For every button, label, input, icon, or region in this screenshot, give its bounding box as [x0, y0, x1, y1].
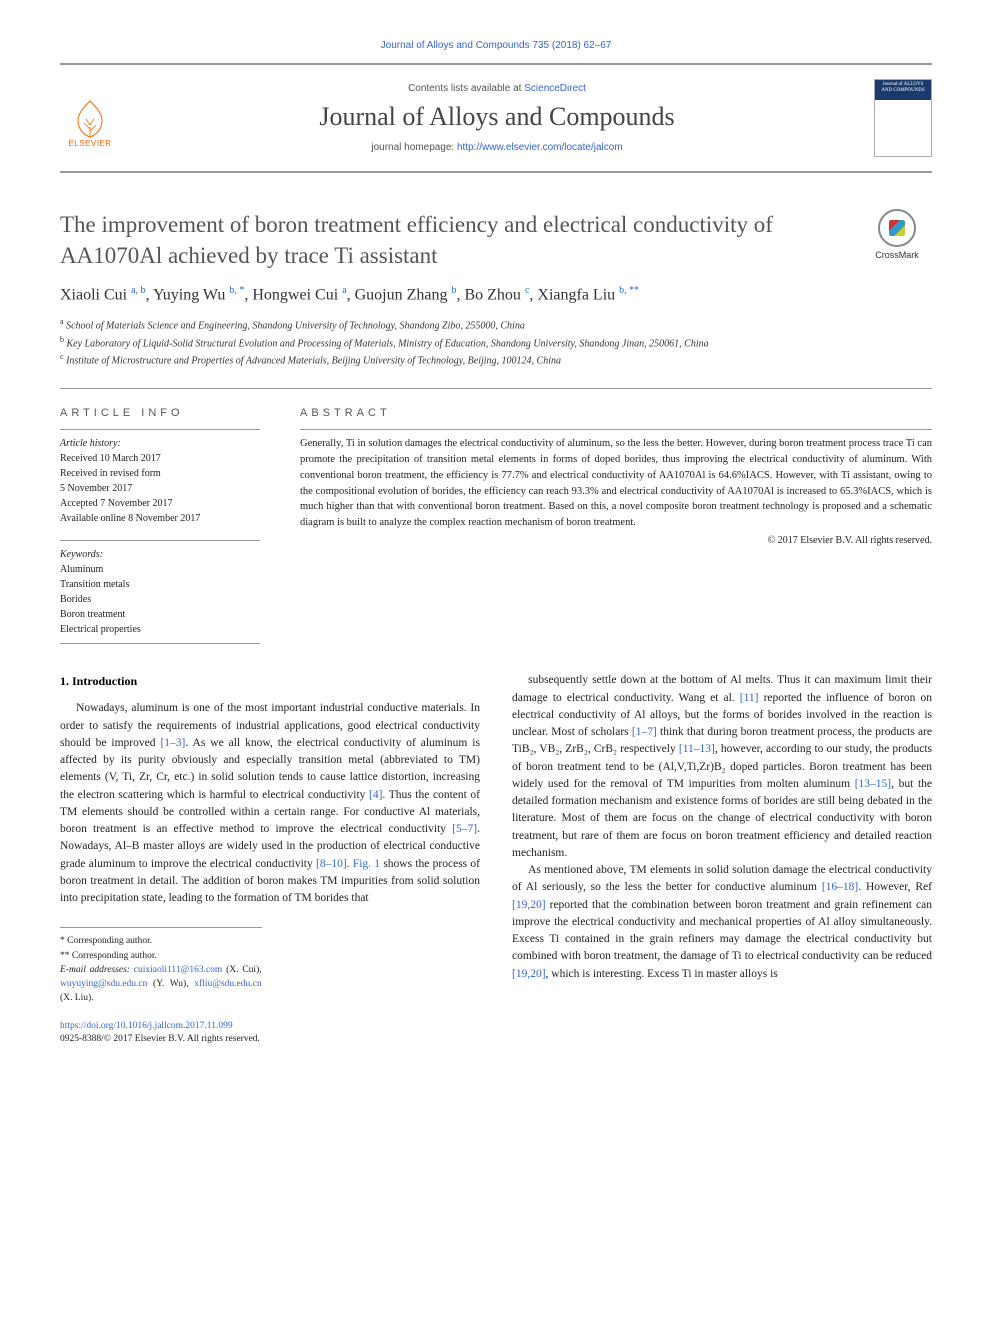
contents-prefix: Contents lists available at: [408, 83, 524, 94]
journal-header-box: ELSEVIER Contents lists available at Sci…: [60, 63, 932, 173]
article-history-lines: Received 10 March 2017Received in revise…: [60, 451, 260, 526]
crossmark-widget[interactable]: CrossMark: [862, 209, 932, 260]
keyword-item: Aluminum: [60, 562, 260, 577]
email-label: E-mail addresses:: [60, 965, 130, 975]
affiliation-b: b Key Laboratory of Liquid-Solid Structu…: [60, 334, 842, 351]
author-email-link[interactable]: cuixiaoli111@163.com: [134, 965, 223, 975]
article-info-column: article info Article history: Received 1…: [60, 407, 260, 644]
affiliation-a: a School of Materials Science and Engine…: [60, 316, 842, 333]
body-column-right: subsequently settle down at the bottom o…: [512, 672, 932, 1046]
keywords-lines: AluminumTransition metalsBoridesBoron tr…: [60, 562, 260, 637]
homepage-prefix: journal homepage:: [371, 142, 457, 153]
journal-header-center: Contents lists available at ScienceDirec…: [140, 83, 854, 153]
affiliation-c: c Institute of Microstructure and Proper…: [60, 351, 842, 368]
elsevier-tree-icon: [66, 99, 114, 139]
body-column-left: 1. Introduction Nowadays, aluminum is on…: [60, 672, 480, 1046]
section-1-heading: 1. Introduction: [60, 672, 480, 690]
journal-name: Journal of Alloys and Compounds: [140, 102, 854, 132]
keyword-item: Electrical properties: [60, 622, 260, 637]
author-email-link[interactable]: wuyuying@sdu.edu.cn: [60, 979, 147, 989]
info-abstract-row: article info Article history: Received 1…: [60, 388, 932, 644]
history-line: Accepted 7 November 2017: [60, 496, 260, 511]
title-row: The improvement of boron treatment effic…: [60, 209, 932, 388]
body-paragraph: subsequently settle down at the bottom o…: [512, 672, 932, 862]
journal-cover-title: Journal of ALLOYS AND COMPOUNDS: [875, 80, 931, 100]
keyword-item: Transition metals: [60, 577, 260, 592]
abstract-heading: abstract: [300, 407, 932, 419]
header-citation: Journal of Alloys and Compounds 735 (201…: [60, 40, 932, 51]
history-line: Received in revised form: [60, 466, 260, 481]
abstract-text: Generally, Ti in solution damages the el…: [300, 429, 932, 531]
article-title: The improvement of boron treatment effic…: [60, 209, 842, 271]
abstract-copyright: © 2017 Elsevier B.V. All rights reserved…: [300, 535, 932, 546]
corresponding-author-footnotes: * Corresponding author. ** Corresponding…: [60, 927, 262, 1005]
abstract-column: abstract Generally, Ti in solution damag…: [300, 407, 932, 644]
keywords-block: Keywords: AluminumTransition metalsBorid…: [60, 540, 260, 644]
article-info-heading: article info: [60, 407, 260, 419]
history-line: Available online 8 November 2017: [60, 511, 260, 526]
affiliations: a School of Materials Science and Engine…: [60, 316, 842, 368]
history-line: 5 November 2017: [60, 481, 260, 496]
journal-homepage-link[interactable]: http://www.elsevier.com/locate/jalcom: [457, 142, 623, 153]
crossmark-icon: [878, 209, 916, 247]
elsevier-logo: ELSEVIER: [60, 88, 120, 148]
elsevier-logo-text: ELSEVIER: [68, 139, 111, 148]
keywords-label: Keywords:: [60, 547, 260, 562]
body-two-columns: 1. Introduction Nowadays, aluminum is on…: [60, 672, 932, 1046]
body-paragraph: Nowadays, aluminum is one of the most im…: [60, 700, 480, 907]
doi-block: https://doi.org/10.1016/j.jallcom.2017.1…: [60, 1020, 480, 1047]
author-list: Xiaoli Cui a, b, Yuying Wu b, *, Hongwei…: [60, 285, 842, 304]
doi-link[interactable]: https://doi.org/10.1016/j.jallcom.2017.1…: [60, 1021, 233, 1031]
contents-available-line: Contents lists available at ScienceDirec…: [140, 83, 854, 94]
body-paragraph: As mentioned above, TM elements in solid…: [512, 862, 932, 983]
corr-author-2: ** Corresponding author.: [60, 949, 262, 963]
page-container: Journal of Alloys and Compounds 735 (201…: [0, 0, 992, 1086]
history-line: Received 10 March 2017: [60, 451, 260, 466]
email-addresses-line: E-mail addresses: cuixiaoli111@163.com (…: [60, 963, 262, 1006]
corr-author-1: * Corresponding author.: [60, 934, 262, 948]
journal-cover-thumb: Journal of ALLOYS AND COMPOUNDS: [874, 79, 932, 157]
title-block: The improvement of boron treatment effic…: [60, 209, 842, 388]
article-history-block: Article history: Received 10 March 2017R…: [60, 429, 260, 526]
keyword-item: Boron treatment: [60, 607, 260, 622]
article-history-label: Article history:: [60, 436, 260, 451]
author-email-link[interactable]: xfliu@sdu.edu.cn: [194, 979, 261, 989]
journal-homepage-line: journal homepage: http://www.elsevier.co…: [140, 142, 854, 153]
sciencedirect-link[interactable]: ScienceDirect: [524, 83, 586, 94]
issn-copyright-line: 0925-8388/© 2017 Elsevier B.V. All right…: [60, 1033, 480, 1046]
keyword-item: Borides: [60, 592, 260, 607]
crossmark-label: CrossMark: [862, 250, 932, 260]
